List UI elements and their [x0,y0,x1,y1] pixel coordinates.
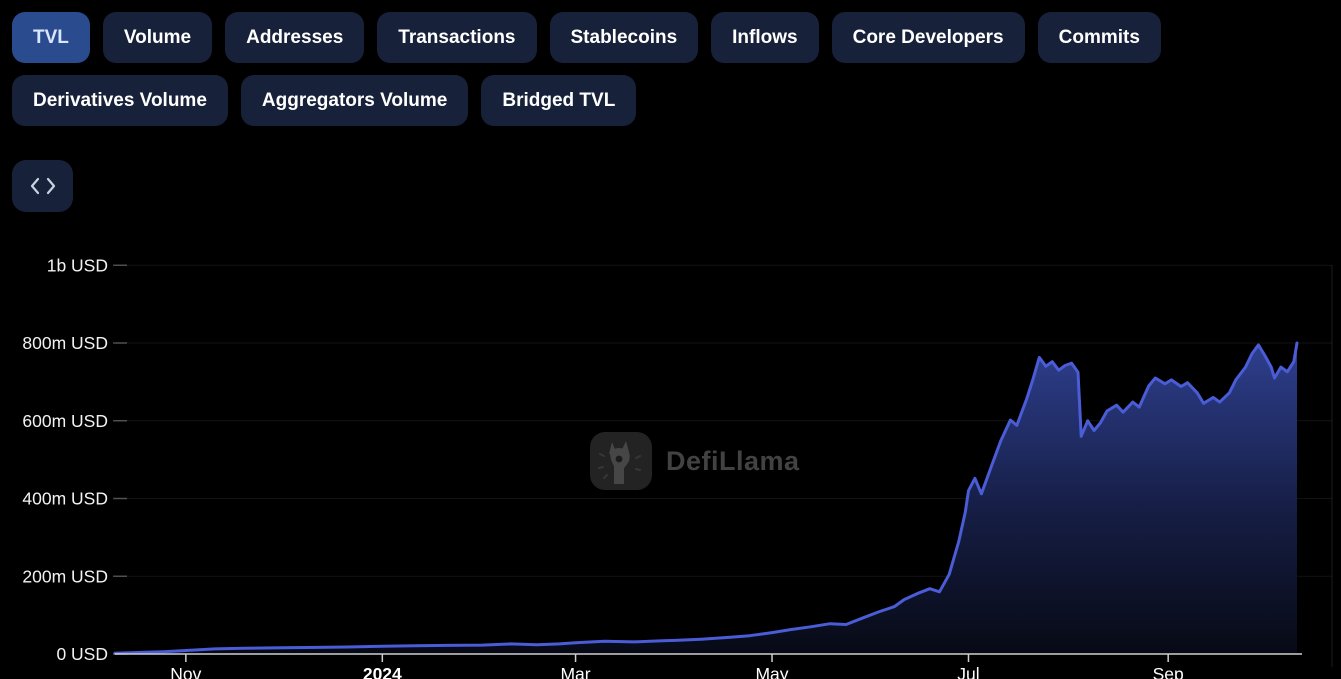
tvl-series-area [115,343,1297,654]
defillama-logo-icon [590,432,652,490]
metric-tabs-row-2: Derivatives Volume Aggregators Volume Brid… [12,75,1341,126]
defillama-watermark: DefiLlama [590,432,800,490]
x-tick-label: Sep [1153,664,1184,679]
tvl-series-line [113,341,1299,655]
y-tick-label: 600m USD [22,411,108,431]
y-tick-label: 1b USD [47,255,108,275]
tab-derivatives-volume[interactable]: Derivatives Volume [12,75,228,126]
tab-addresses[interactable]: Addresses [225,12,365,63]
tab-core-developers[interactable]: Core Developers [831,12,1025,63]
watermark-label: DefiLlama [666,445,800,476]
x-tick-label: 2024 [363,664,402,679]
x-axis: Nov 2024 Mar May Jul Sep [115,653,1302,679]
tab-bridged-tvl[interactable]: Bridged TVL [481,75,637,126]
tvl-area-chart[interactable]: 0 USD 200m USD 400m USD 600m USD 800m USD 1b … [0,12,1341,679]
tab-inflows[interactable]: Inflows [711,12,819,63]
embed-chart-button[interactable] [12,160,73,212]
tab-transactions[interactable]: Transactions [377,12,537,63]
tab-commits[interactable]: Commits [1037,12,1161,63]
x-tick-label: Jul [957,664,979,679]
y-axis-labels: 0 USD 200m USD 400m USD 600m USD 800m USD 1b … [22,255,127,664]
tab-aggregators-volume[interactable]: Aggregators Volume [240,75,469,126]
tab-volume[interactable]: Volume [102,12,213,63]
tab-tvl[interactable]: TVL [12,12,90,63]
y-tick-label: 0 USD [56,644,108,664]
x-tick-label: Nov [170,664,201,679]
metric-tabs-row-1: TVL Volume Addresses Transactions Stablecoin… [12,12,1341,63]
y-tick-label: 400m USD [22,489,108,509]
code-embed-icon [30,177,56,195]
tab-stablecoins[interactable]: Stablecoins [549,12,699,63]
x-tick-label: Mar [560,664,590,679]
y-tick-label: 200m USD [22,566,108,586]
y-tick-label: 800m USD [22,333,108,353]
x-tick-label: May [755,664,788,679]
